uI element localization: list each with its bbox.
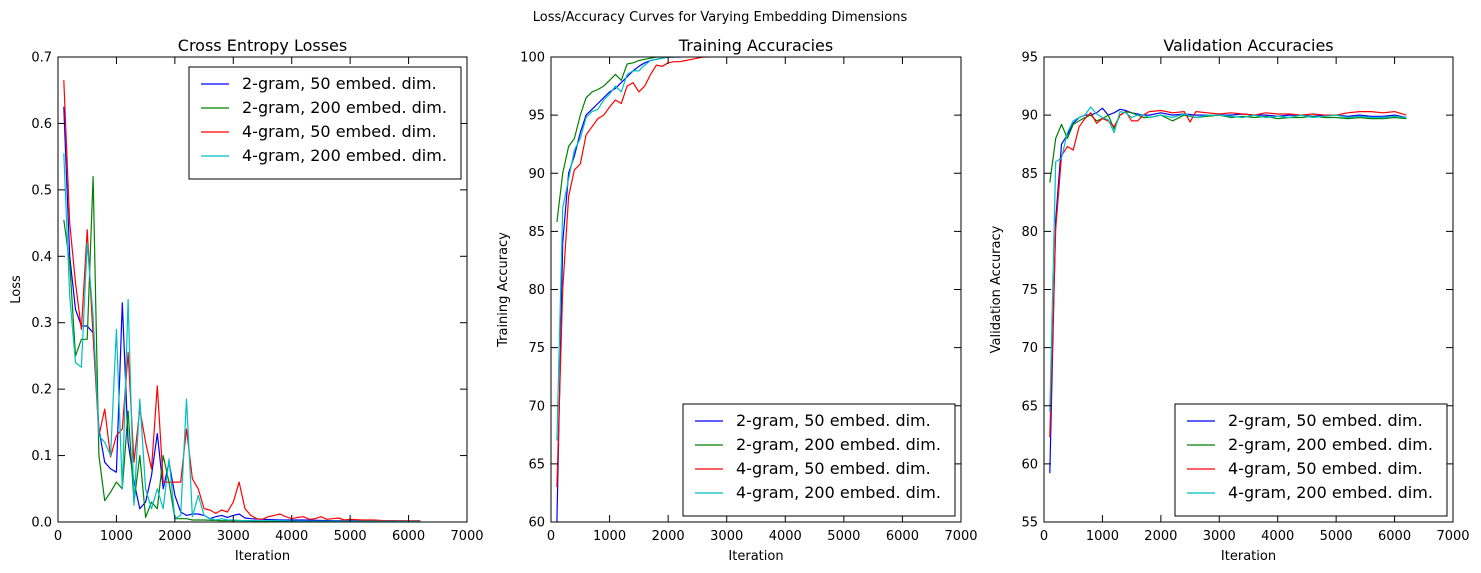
x-axis-label: Iteration	[1221, 549, 1276, 564]
y-tick-label: 0.5	[31, 183, 52, 198]
y-tick-label: 0.1	[31, 449, 52, 464]
x-tick-label: 4000	[1261, 529, 1294, 544]
series-line-3	[1049, 109, 1407, 438]
y-axis-label: Training Accuracy	[496, 232, 511, 348]
y-tick-label: 100	[520, 51, 545, 66]
y-tick-label: 70	[1021, 341, 1038, 356]
legend-entry: 2-gram, 50 embed. dim.	[242, 74, 437, 93]
x-tick-label: 1000	[100, 529, 133, 544]
x-axis-label: Iteration	[235, 549, 290, 564]
y-tick-label: 0.2	[31, 383, 52, 398]
y-tick-label: 80	[1021, 225, 1038, 240]
y-tick-label: 65	[1021, 399, 1038, 414]
chart-title: Cross Entropy Losses	[178, 36, 347, 55]
y-tick-label: 85	[528, 225, 545, 240]
y-tick-label: 90	[528, 167, 545, 182]
y-tick-label: 0.7	[31, 51, 52, 66]
x-tick-label: 3000	[710, 529, 743, 544]
y-tick-label: 60	[528, 516, 545, 531]
series-group	[1049, 106, 1407, 474]
y-tick-label: 85	[1021, 167, 1038, 182]
chart-title: Validation Accuracies	[1163, 36, 1333, 55]
legend: 2-gram, 50 embed. dim. 2-gram, 200 embed.…	[188, 66, 462, 180]
legend-box	[188, 66, 462, 180]
x-tick-label: 1000	[593, 529, 626, 544]
y-axis-label: Validation Accuracy	[989, 225, 1004, 353]
x-tick-label: 3000	[1203, 529, 1236, 544]
x-tick-label: 2000	[1144, 529, 1177, 544]
y-tick-label: 0.3	[31, 316, 52, 331]
x-tick-label: 5000	[334, 529, 367, 544]
legend-entry: 4-gram, 200 embed. dim.	[736, 483, 941, 502]
x-tick-label: 7000	[450, 529, 483, 544]
x-tick-label: 0	[547, 529, 555, 544]
y-axis-label: Loss	[9, 275, 24, 304]
series-group	[63, 80, 421, 522]
x-tick-label: 2000	[158, 529, 191, 544]
legend-entry: 2-gram, 50 embed. dim.	[736, 411, 931, 430]
chart-panel-3: 0 1000 2000 3000 4000 5000 6000 7000 55 60 65 70 75 8…	[989, 36, 1470, 564]
chart-panel-1: 0 1000 2000 3000 4000 5000 6000 7000 0.0 0.1 0.2 0.…	[9, 36, 484, 564]
x-tick-label: 6000	[392, 529, 425, 544]
x-tick-label: 4000	[275, 529, 308, 544]
series-line-4	[556, 57, 674, 441]
axes-frame	[57, 56, 468, 523]
y-tick-label: 90	[1021, 109, 1038, 124]
legend-entry: 4-gram, 50 embed. dim.	[736, 459, 931, 478]
y-tick-label: 80	[528, 283, 545, 298]
x-tick-label: 0	[1040, 529, 1048, 544]
y-tick-label: 0.0	[31, 516, 52, 531]
legend: 2-gram, 50 embed. dim. 2-gram, 200 embed.…	[682, 403, 956, 517]
x-tick-label: 7000	[1436, 529, 1469, 544]
series-line-3	[556, 57, 710, 488]
y-tick-label: 70	[528, 399, 545, 414]
legend-entry: 2-gram, 200 embed. dim.	[736, 435, 941, 454]
legend-entry: 2-gram, 200 embed. dim.	[242, 98, 447, 117]
y-tick-label: 55	[1021, 516, 1038, 531]
legend-entry: 4-gram, 50 embed. dim.	[1228, 459, 1423, 478]
legend-box	[1174, 403, 1448, 517]
legend-entry: 4-gram, 50 embed. dim.	[242, 122, 437, 141]
series-line-3	[63, 80, 421, 522]
x-tick-label: 0	[54, 529, 62, 544]
y-tick-label: 95	[1021, 51, 1038, 66]
legend-entry: 2-gram, 50 embed. dim.	[1228, 411, 1423, 430]
x-tick-label: 4000	[769, 529, 802, 544]
x-tick-label: 5000	[1320, 529, 1353, 544]
y-tick-label: 95	[528, 109, 545, 124]
x-tick-label: 1000	[1086, 529, 1119, 544]
x-axis-label: Iteration	[728, 549, 783, 564]
x-tick-label: 6000	[1378, 529, 1411, 544]
legend-box	[682, 403, 956, 517]
x-tick-label: 3000	[217, 529, 250, 544]
chart-title: Training Accuracies	[678, 36, 833, 55]
y-tick-label: 0.4	[31, 250, 52, 265]
legend-entry: 4-gram, 200 embed. dim.	[1228, 483, 1433, 502]
legend-entry: 4-gram, 200 embed. dim.	[242, 146, 447, 165]
y-tick-label: 75	[528, 341, 545, 356]
legend-entry: 2-gram, 200 embed. dim.	[1228, 435, 1433, 454]
x-tick-label: 7000	[944, 529, 977, 544]
x-tick-label: 5000	[827, 529, 860, 544]
y-tick-label: 65	[528, 457, 545, 472]
figure-suptitle: Loss/Accuracy Curves for Varying Embeddi…	[533, 10, 908, 25]
series-line-4	[63, 153, 421, 522]
chart-panel-2: 0 1000 2000 3000 4000 5000 6000 7000 60 65 70 75 80 8…	[496, 36, 978, 564]
y-tick-label: 0.6	[31, 117, 52, 132]
y-tick-label: 75	[1021, 283, 1038, 298]
legend: 2-gram, 50 embed. dim. 2-gram, 200 embed.…	[1174, 403, 1448, 517]
x-tick-label: 6000	[886, 529, 919, 544]
x-tick-label: 2000	[652, 529, 685, 544]
series-line-4	[1049, 106, 1407, 412]
y-tick-label: 60	[1021, 457, 1038, 472]
